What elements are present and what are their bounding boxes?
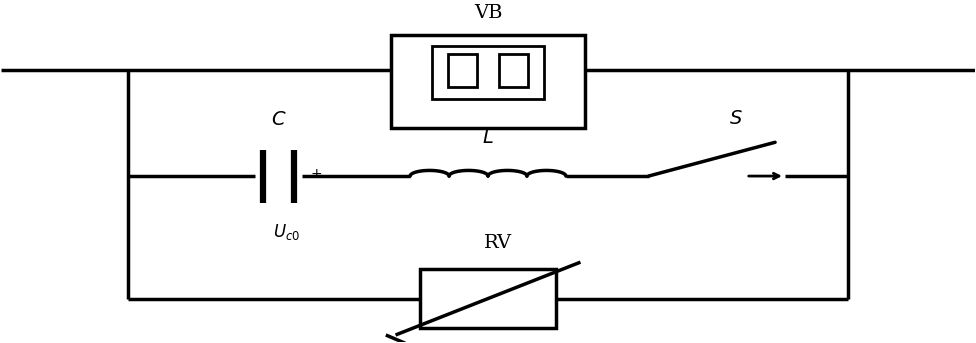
Bar: [420, 269, 556, 328]
Text: RV: RV: [484, 234, 511, 252]
Text: $L$: $L$: [482, 129, 494, 147]
Text: VB: VB: [473, 4, 503, 22]
Bar: [432, 46, 544, 99]
Text: $U_{c0}$: $U_{c0}$: [273, 222, 301, 243]
Text: $C$: $C$: [271, 111, 287, 129]
Bar: [390, 35, 586, 128]
Text: $-$: $-$: [235, 167, 248, 181]
Text: $+$: $+$: [309, 167, 322, 181]
Bar: [448, 54, 477, 87]
Text: $S$: $S$: [729, 110, 743, 128]
Bar: [499, 54, 528, 87]
